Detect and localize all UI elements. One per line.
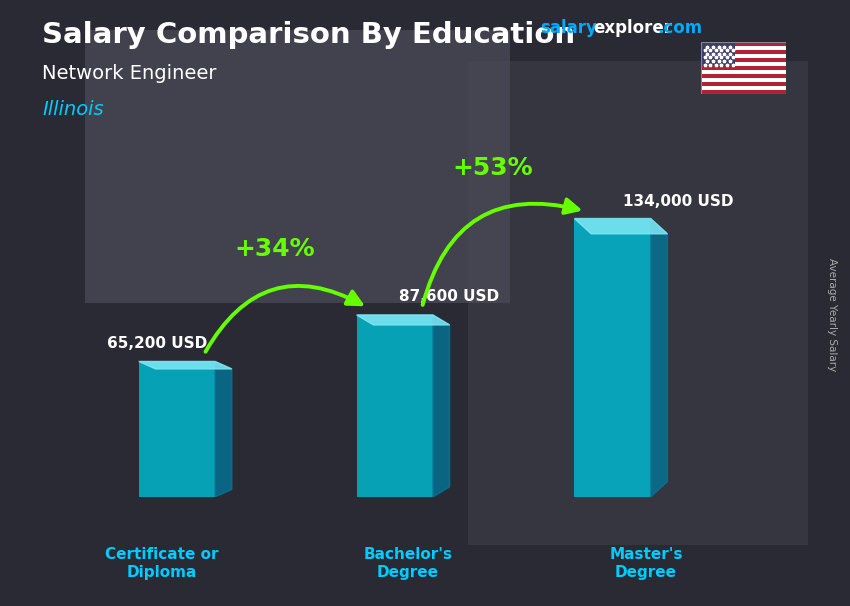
Bar [701, 66, 786, 70]
Text: Certificate or
Diploma: Certificate or Diploma [105, 547, 218, 580]
Bar [701, 50, 786, 55]
Bar [701, 42, 735, 66]
Polygon shape [357, 315, 450, 325]
Text: Bachelor's
Degree: Bachelor's Degree [364, 547, 452, 580]
Text: explorer: explorer [593, 19, 672, 38]
Text: +53%: +53% [452, 156, 533, 179]
Bar [701, 78, 786, 82]
Bar [85, 30, 510, 303]
Text: Average Yearly Salary: Average Yearly Salary [827, 259, 837, 371]
Text: 65,200 USD: 65,200 USD [107, 336, 207, 350]
Polygon shape [215, 361, 232, 497]
Text: Network Engineer: Network Engineer [42, 64, 217, 82]
Text: 87,600 USD: 87,600 USD [399, 289, 499, 304]
Polygon shape [650, 219, 667, 497]
Text: 134,000 USD: 134,000 USD [623, 195, 734, 210]
Bar [139, 361, 215, 497]
Text: Salary Comparison By Education: Salary Comparison By Education [42, 21, 575, 49]
Bar [468, 61, 808, 545]
Bar [701, 55, 786, 58]
Polygon shape [575, 219, 667, 234]
Bar [701, 86, 786, 90]
Text: salary: salary [540, 19, 597, 38]
Bar [701, 90, 786, 94]
Polygon shape [433, 315, 450, 497]
Bar [701, 74, 786, 78]
Text: Illinois: Illinois [42, 100, 104, 119]
Text: +34%: +34% [235, 238, 315, 261]
Bar [701, 70, 786, 74]
Bar [701, 42, 786, 47]
Text: .com: .com [657, 19, 702, 38]
Polygon shape [139, 361, 232, 369]
Bar [701, 82, 786, 86]
Bar [701, 62, 786, 66]
Bar [701, 58, 786, 62]
Text: Master's
Degree: Master's Degree [609, 547, 683, 580]
Bar [701, 47, 786, 50]
Bar [575, 219, 650, 497]
Bar [357, 315, 433, 497]
